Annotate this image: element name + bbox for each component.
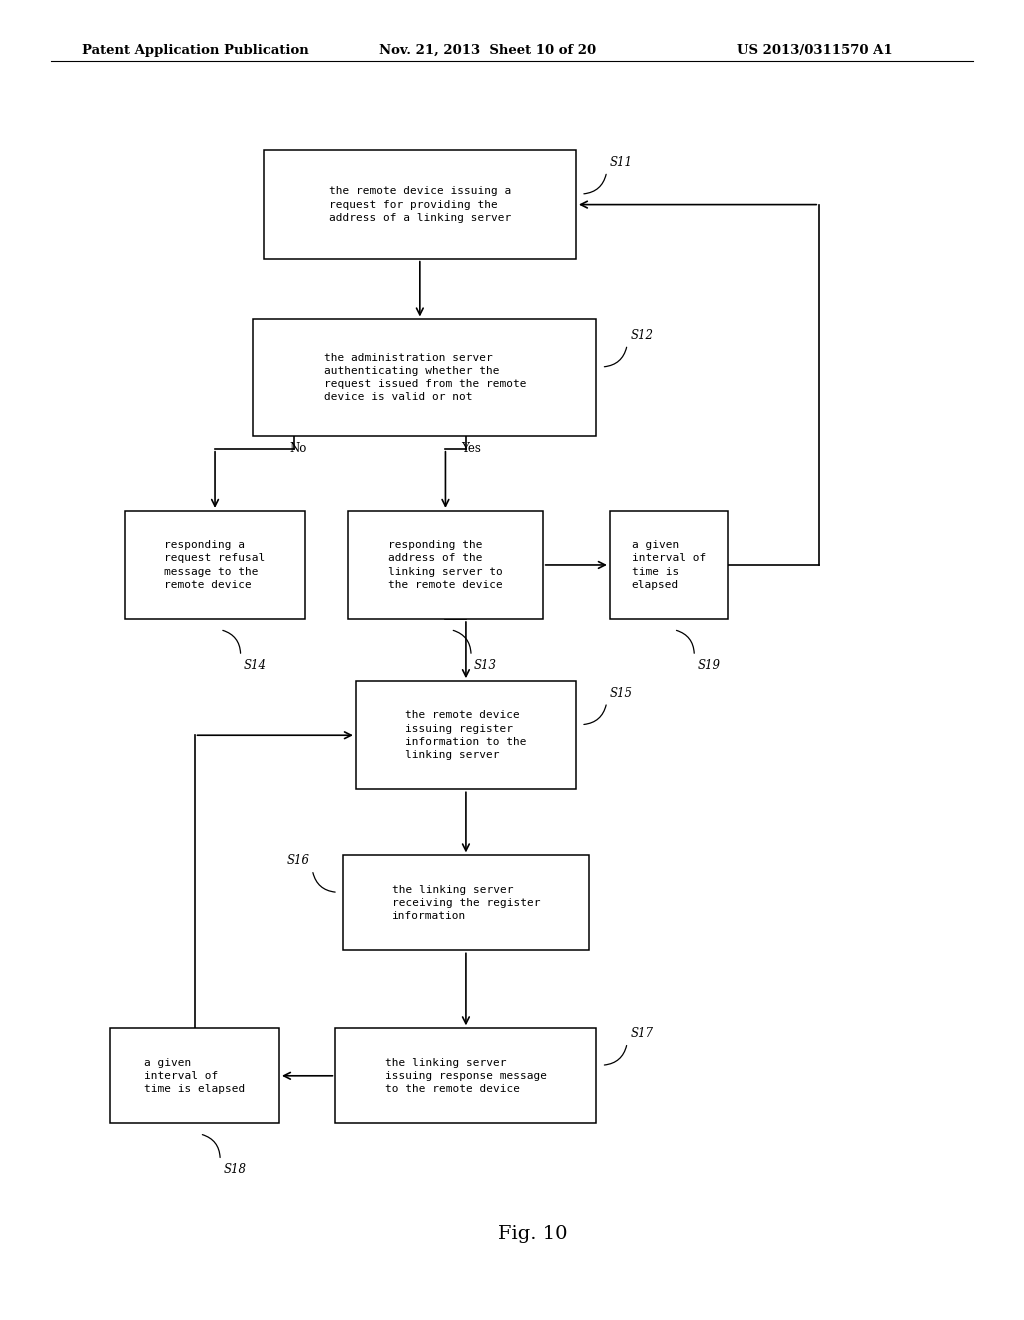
Text: S13: S13 bbox=[474, 659, 497, 672]
Text: No: No bbox=[289, 442, 306, 455]
Bar bbox=[343, 855, 589, 950]
Text: the administration server
authenticating whether the
request issued from the rem: the administration server authenticating… bbox=[324, 352, 526, 403]
Bar bbox=[111, 1028, 279, 1123]
Text: Yes: Yes bbox=[461, 442, 480, 455]
Bar bbox=[348, 511, 543, 619]
Bar bbox=[263, 150, 575, 259]
Text: S12: S12 bbox=[631, 329, 653, 342]
Text: S15: S15 bbox=[610, 686, 633, 700]
Text: responding a
request refusal
message to the
remote device: responding a request refusal message to … bbox=[165, 540, 265, 590]
Text: Nov. 21, 2013  Sheet 10 of 20: Nov. 21, 2013 Sheet 10 of 20 bbox=[379, 44, 596, 57]
Text: the remote device
issuing register
information to the
linking server: the remote device issuing register infor… bbox=[406, 710, 526, 760]
Text: US 2013/0311570 A1: US 2013/0311570 A1 bbox=[737, 44, 893, 57]
Text: S16: S16 bbox=[287, 854, 309, 867]
Text: Patent Application Publication: Patent Application Publication bbox=[82, 44, 308, 57]
Text: a given
interval of
time is elapsed: a given interval of time is elapsed bbox=[144, 1057, 245, 1094]
Text: Fig. 10: Fig. 10 bbox=[498, 1225, 567, 1243]
Bar bbox=[610, 511, 727, 619]
Bar bbox=[125, 511, 305, 619]
Text: a given
interval of
time is
elapsed: a given interval of time is elapsed bbox=[632, 540, 706, 590]
Text: the linking server
receiving the register
information: the linking server receiving the registe… bbox=[391, 884, 541, 921]
Bar bbox=[336, 1028, 596, 1123]
Bar bbox=[356, 681, 575, 789]
Bar bbox=[253, 319, 596, 436]
Text: S18: S18 bbox=[223, 1163, 246, 1176]
Text: S11: S11 bbox=[610, 156, 633, 169]
Text: S19: S19 bbox=[697, 659, 720, 672]
Text: responding the
address of the
linking server to
the remote device: responding the address of the linking se… bbox=[388, 540, 503, 590]
Text: the remote device issuing a
request for providing the
address of a linking serve: the remote device issuing a request for … bbox=[329, 186, 511, 223]
Text: S14: S14 bbox=[244, 659, 266, 672]
Text: the linking server
issuing response message
to the remote device: the linking server issuing response mess… bbox=[385, 1057, 547, 1094]
Text: S17: S17 bbox=[631, 1027, 653, 1040]
